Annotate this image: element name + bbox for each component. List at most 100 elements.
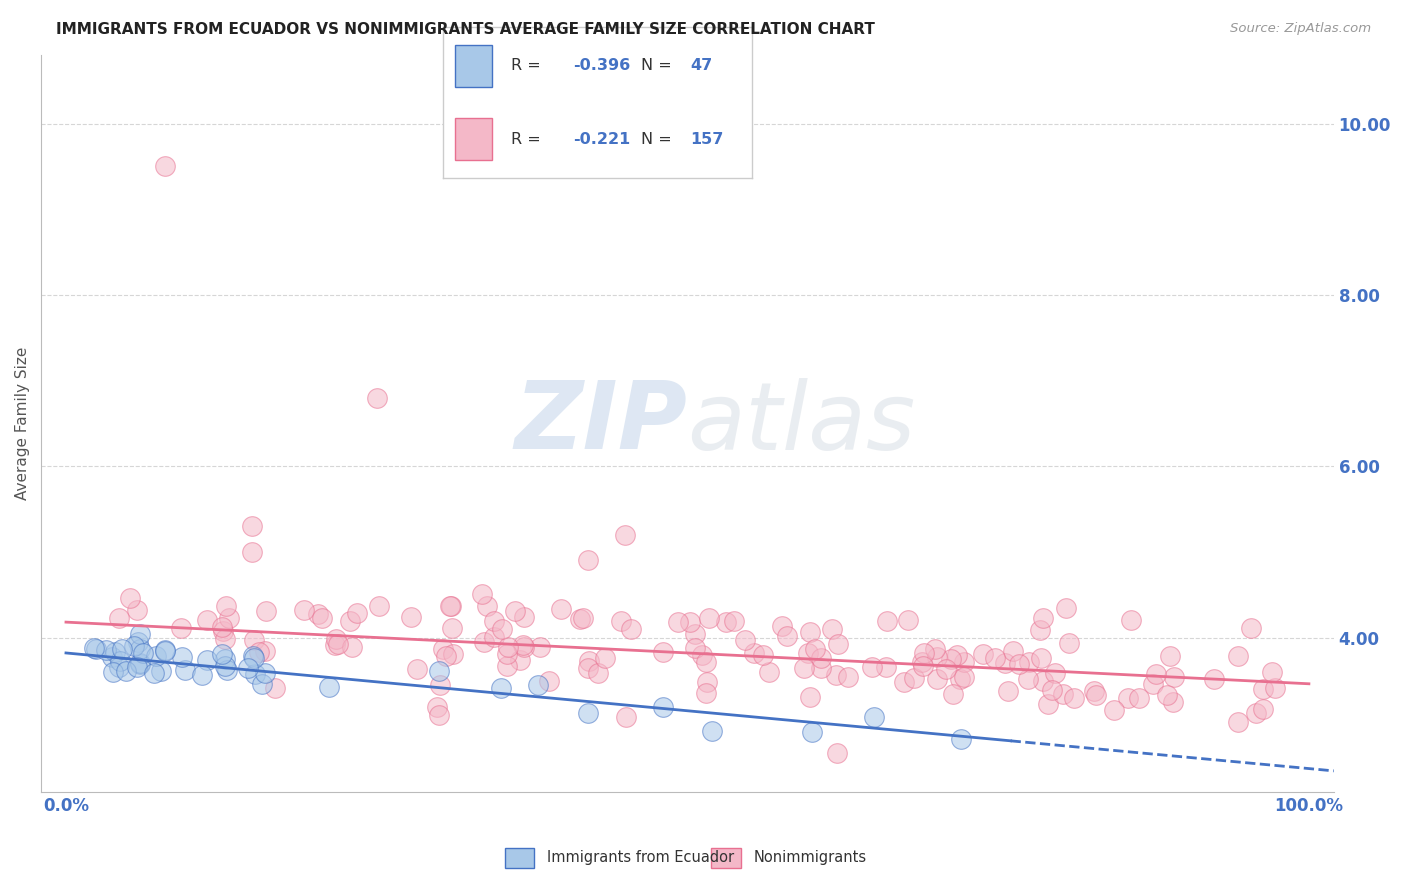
Point xyxy=(797,646,820,660)
Point xyxy=(860,660,883,674)
Point xyxy=(429,677,451,691)
Point xyxy=(346,606,368,620)
Point xyxy=(292,603,315,617)
Point xyxy=(695,655,717,669)
Point xyxy=(952,670,974,684)
Point xyxy=(484,615,506,629)
Point xyxy=(1163,695,1185,709)
Point xyxy=(1142,677,1164,691)
Point xyxy=(863,710,886,724)
Text: 47: 47 xyxy=(690,58,713,73)
Point xyxy=(153,642,176,657)
Point xyxy=(368,599,391,614)
Point xyxy=(503,604,526,618)
Point xyxy=(243,632,266,647)
Point xyxy=(1261,665,1284,679)
Point xyxy=(108,654,131,668)
Point xyxy=(214,659,236,673)
Point xyxy=(441,648,464,662)
Point xyxy=(128,657,150,671)
Point xyxy=(683,626,706,640)
Point xyxy=(941,652,963,666)
Point xyxy=(569,612,592,626)
Point xyxy=(153,644,176,658)
Point xyxy=(101,650,124,665)
Point xyxy=(825,746,848,760)
Point xyxy=(666,615,689,629)
Point xyxy=(214,632,236,646)
Point xyxy=(96,643,118,657)
Point xyxy=(143,665,166,680)
Text: 157: 157 xyxy=(690,132,724,147)
Point xyxy=(427,707,450,722)
Point xyxy=(837,670,859,684)
Point xyxy=(218,611,240,625)
Point xyxy=(242,545,264,559)
Point xyxy=(927,672,949,686)
Point xyxy=(1202,672,1225,686)
Point xyxy=(702,723,724,738)
Point xyxy=(108,660,131,674)
Point xyxy=(211,620,233,634)
Point xyxy=(1083,684,1105,698)
Point xyxy=(875,660,897,674)
Point xyxy=(651,699,673,714)
Point xyxy=(1121,613,1143,627)
Point xyxy=(1251,682,1274,697)
Point xyxy=(758,665,780,679)
Point xyxy=(586,665,609,680)
Point xyxy=(215,663,238,677)
Point xyxy=(576,661,599,675)
Point xyxy=(215,599,238,614)
Point xyxy=(1128,690,1150,705)
Point xyxy=(1036,697,1059,711)
Y-axis label: Average Family Size: Average Family Size xyxy=(15,347,30,500)
Point xyxy=(1102,703,1125,717)
Point xyxy=(127,635,149,649)
Point xyxy=(935,662,957,676)
Point xyxy=(984,651,1007,665)
Point xyxy=(1226,648,1249,663)
Text: ZIP: ZIP xyxy=(515,377,688,469)
Point xyxy=(426,700,449,714)
Point xyxy=(211,647,233,661)
Point xyxy=(793,661,815,675)
Point xyxy=(509,653,531,667)
Point xyxy=(254,604,277,618)
Point xyxy=(191,667,214,681)
Point xyxy=(927,649,949,664)
Point xyxy=(1226,714,1249,729)
Point xyxy=(83,640,105,655)
Point xyxy=(253,644,276,658)
Point xyxy=(155,160,177,174)
Point xyxy=(214,652,236,666)
Point xyxy=(550,602,572,616)
Point xyxy=(1159,649,1181,664)
FancyBboxPatch shape xyxy=(711,847,741,869)
Point xyxy=(697,611,720,625)
Point xyxy=(128,626,150,640)
Point xyxy=(307,607,329,622)
Point xyxy=(115,664,138,678)
Point xyxy=(491,622,513,636)
Point xyxy=(243,651,266,665)
Point xyxy=(1156,688,1178,702)
Text: N =: N = xyxy=(641,58,672,73)
Point xyxy=(247,645,270,659)
FancyBboxPatch shape xyxy=(456,118,492,161)
Point xyxy=(211,624,233,639)
Point xyxy=(1264,681,1286,695)
Point xyxy=(496,640,519,655)
Point xyxy=(742,646,765,660)
Point xyxy=(1032,610,1054,624)
Point xyxy=(129,642,152,657)
Point xyxy=(800,725,823,739)
Point xyxy=(195,613,218,627)
Point xyxy=(195,653,218,667)
Point xyxy=(495,659,517,673)
Point xyxy=(1029,623,1052,637)
Point xyxy=(716,615,738,629)
Point xyxy=(610,614,633,628)
Point xyxy=(129,657,152,671)
Point xyxy=(593,651,616,665)
